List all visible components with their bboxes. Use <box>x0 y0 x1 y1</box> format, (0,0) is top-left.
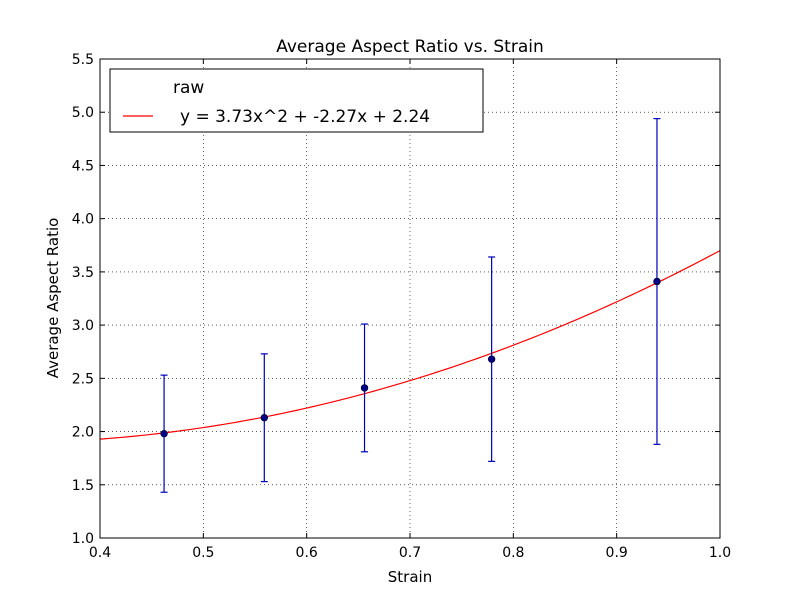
x-tick-labels: 0.4 0.5 0.6 0.7 0.8 0.9 1.0 <box>89 545 731 561</box>
y-axis-label: Average Aspect Ratio <box>44 218 62 379</box>
y-tick-label: 2.5 <box>72 371 94 387</box>
tick-marks <box>99 58 721 539</box>
x-tick-label: 0.4 <box>89 545 111 561</box>
legend: raw y = 3.73x^2 + -2.27x + 2.24 <box>109 68 484 133</box>
y-tick-label: 5.0 <box>72 105 94 121</box>
y-tick-label: 4.0 <box>72 212 94 228</box>
data-point <box>160 429 168 438</box>
y-tick-label: 4.5 <box>72 158 94 174</box>
data-point <box>653 277 661 286</box>
y-tick-label: 1.5 <box>72 478 94 494</box>
chart-title: Average Aspect Ratio vs. Strain <box>276 37 544 57</box>
y-tick-label: 1.0 <box>72 531 94 547</box>
y-tick-label: 3.0 <box>72 318 94 334</box>
y-tick-label: 3.5 <box>72 265 94 281</box>
fit-curve <box>99 250 721 440</box>
data-point <box>487 355 496 363</box>
x-tick-label: 0.5 <box>192 545 214 561</box>
data-point <box>260 414 268 422</box>
y-tick-label: 2.0 <box>72 425 94 441</box>
data-point <box>360 384 369 392</box>
legend-box <box>109 68 484 133</box>
legend-label-raw: raw <box>173 78 204 98</box>
x-tick-label: 0.6 <box>296 545 318 561</box>
fit-curve-layer <box>99 250 721 440</box>
y-tick-label: 5.5 <box>72 52 94 68</box>
x-tick-label: 0.9 <box>606 545 628 561</box>
x-tick-label: 1.0 <box>709 545 731 561</box>
x-tick-label: 0.7 <box>399 545 421 561</box>
legend-label-fit: y = 3.73x^2 + -2.27x + 2.24 <box>180 107 430 127</box>
data-points-layer <box>160 277 661 438</box>
y-tick-labels: 1.0 1.5 2.0 2.5 3.0 3.5 4.0 4.5 5.0 5.5 <box>72 52 94 547</box>
x-tick-label: 0.8 <box>502 545 524 561</box>
x-axis-label: Strain <box>388 568 432 586</box>
